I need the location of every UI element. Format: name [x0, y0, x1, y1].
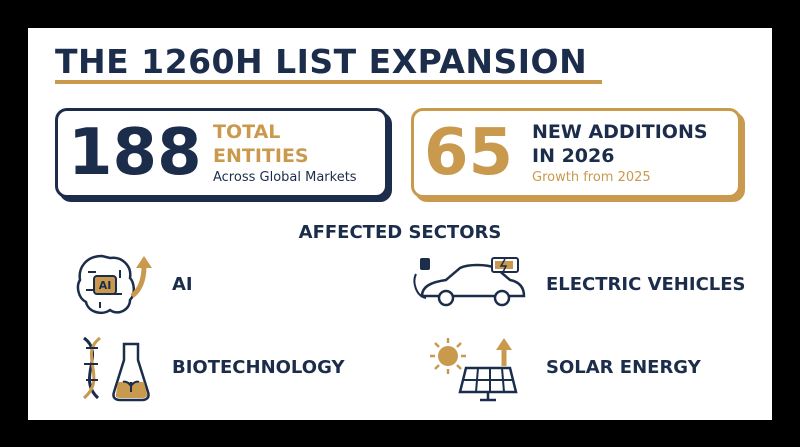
stat-card — [411, 108, 741, 198]
sector-label: ELECTRIC VEHICLES — [546, 274, 746, 295]
stat-number: 65 — [424, 116, 514, 190]
stat-label: IN 2026 — [532, 145, 615, 167]
stat-sublabel: Growth from 2025 — [532, 170, 651, 185]
sector-label: AI — [172, 274, 193, 295]
stat-label: NEW ADDITIONS — [532, 121, 708, 143]
stat-sublabel: Across Global Markets — [213, 170, 357, 185]
sector-label: BIOTECHNOLOGY — [172, 357, 345, 378]
panel — [28, 28, 772, 420]
stat-label: ENTITIES — [213, 145, 309, 167]
stat-card — [55, 108, 388, 198]
solar-icon — [430, 338, 518, 402]
ev-icon — [413, 257, 526, 307]
ai-icon-text: AI — [99, 279, 112, 292]
stat-number: 188 — [68, 116, 202, 190]
title: THE 1260H LIST EXPANSION — [55, 42, 588, 81]
biotech-icon — [82, 336, 150, 402]
stat-label: TOTAL — [213, 121, 281, 143]
title-underline — [55, 80, 602, 84]
sector-label: SOLAR ENERGY — [546, 357, 701, 378]
ai-icon: AI — [76, 254, 152, 314]
sectors-heading: AFFECTED SECTORS — [298, 222, 502, 243]
